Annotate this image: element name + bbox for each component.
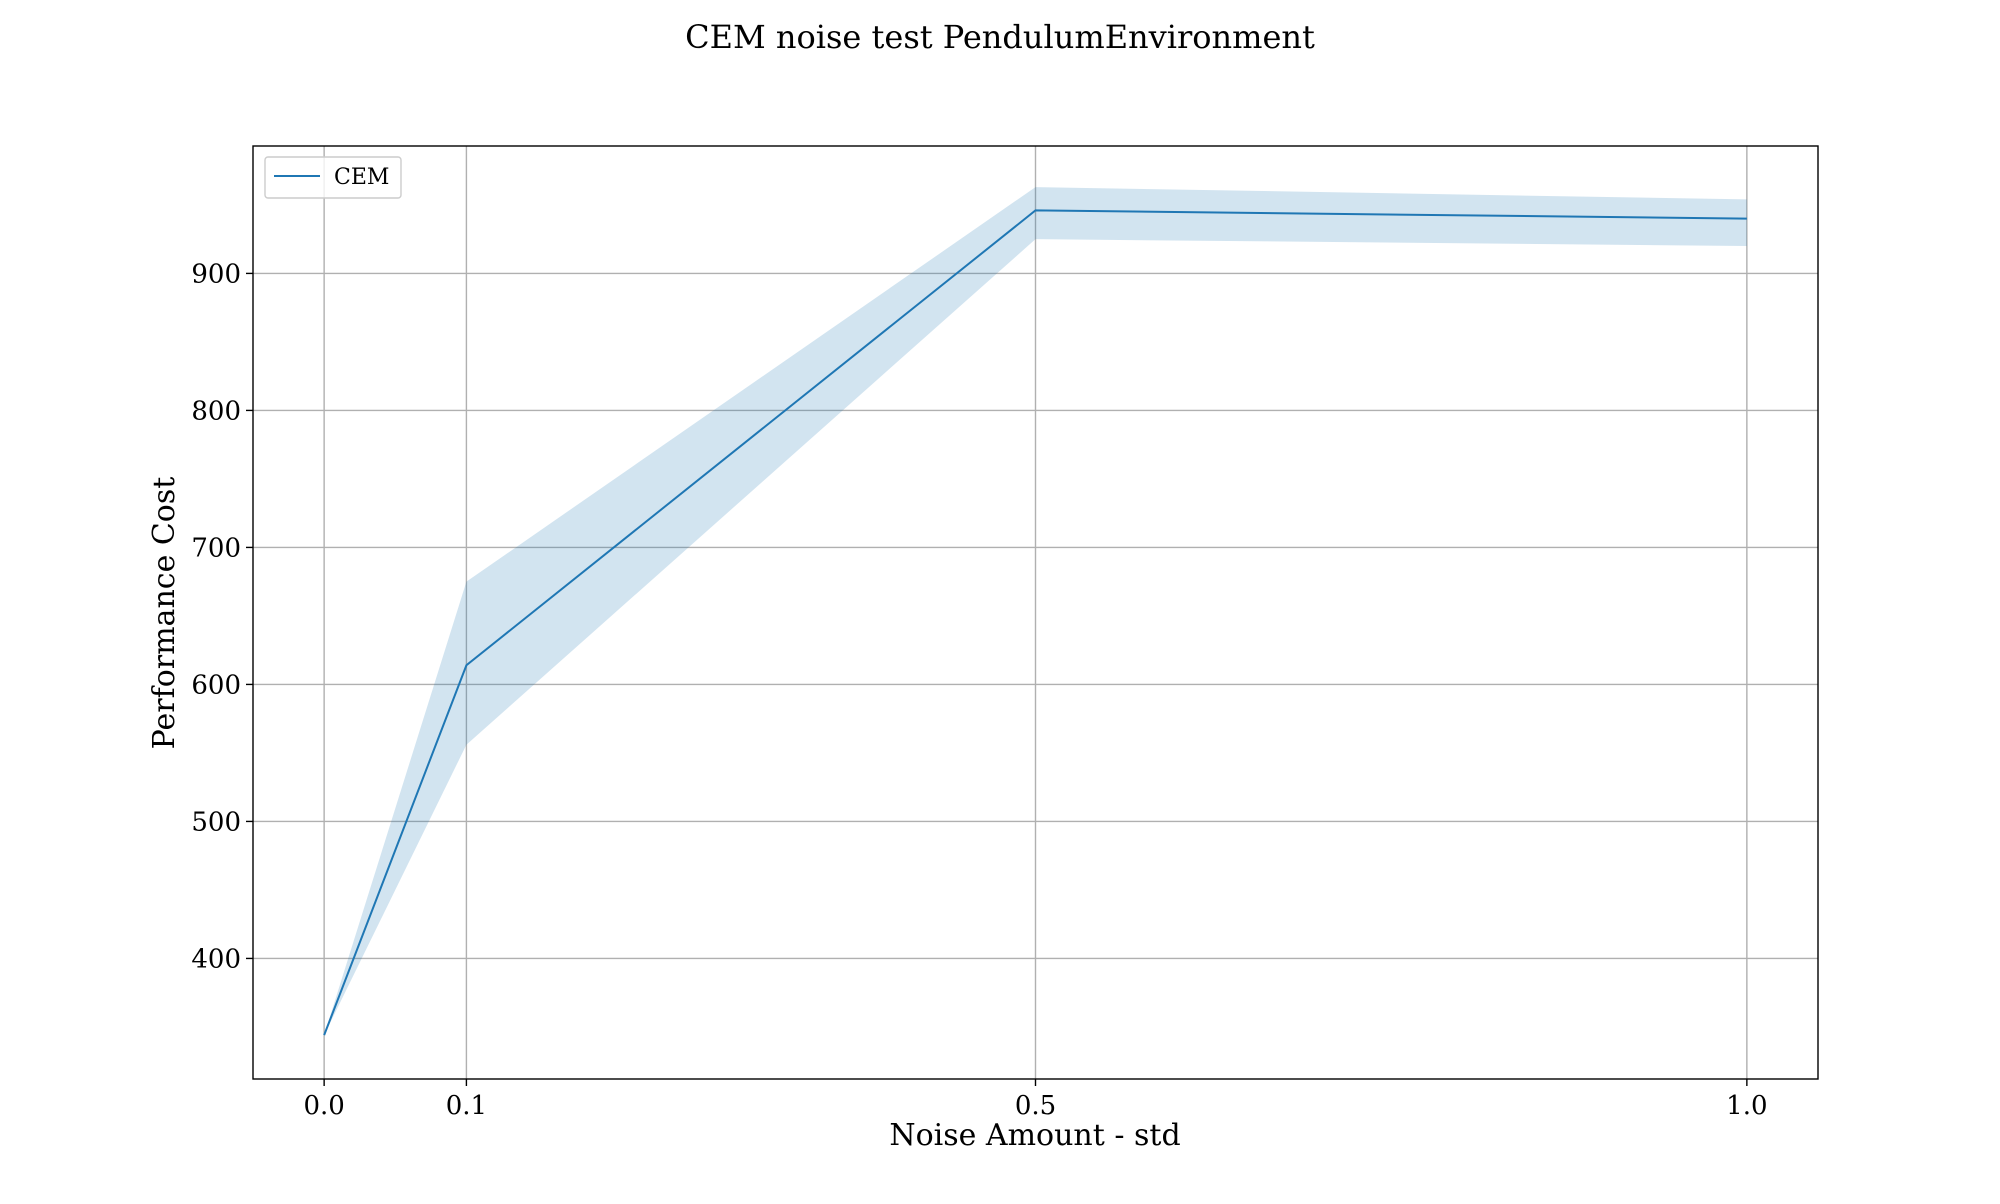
legend: CEM (265, 157, 401, 198)
legend-label-cem: CEM (334, 165, 389, 190)
y-axis-label: Performance Cost (147, 477, 182, 750)
x-tick-label: 0.5 (1015, 1091, 1056, 1121)
y-tick-label: 800 (191, 396, 241, 426)
y-tick-label: 600 (191, 670, 241, 700)
y-tick-label: 900 (191, 259, 241, 289)
x-tick-label: 1.0 (1726, 1091, 1767, 1121)
x-tick-label: 0.1 (446, 1091, 487, 1121)
x-axis-label: Noise Amount - std (889, 1118, 1180, 1153)
y-tick-label: 500 (191, 807, 241, 837)
chart-title: CEM noise test PendulumEnvironment (685, 18, 1315, 56)
y-tick-label: 400 (191, 944, 241, 974)
x-tick-label: 0.0 (303, 1091, 344, 1121)
x-axis-ticks: 0.0 0.1 0.5 1.0 (303, 1079, 1767, 1121)
y-tick-label: 700 (191, 533, 241, 563)
y-axis-ticks: 400 500 600 700 800 900 (191, 259, 253, 974)
